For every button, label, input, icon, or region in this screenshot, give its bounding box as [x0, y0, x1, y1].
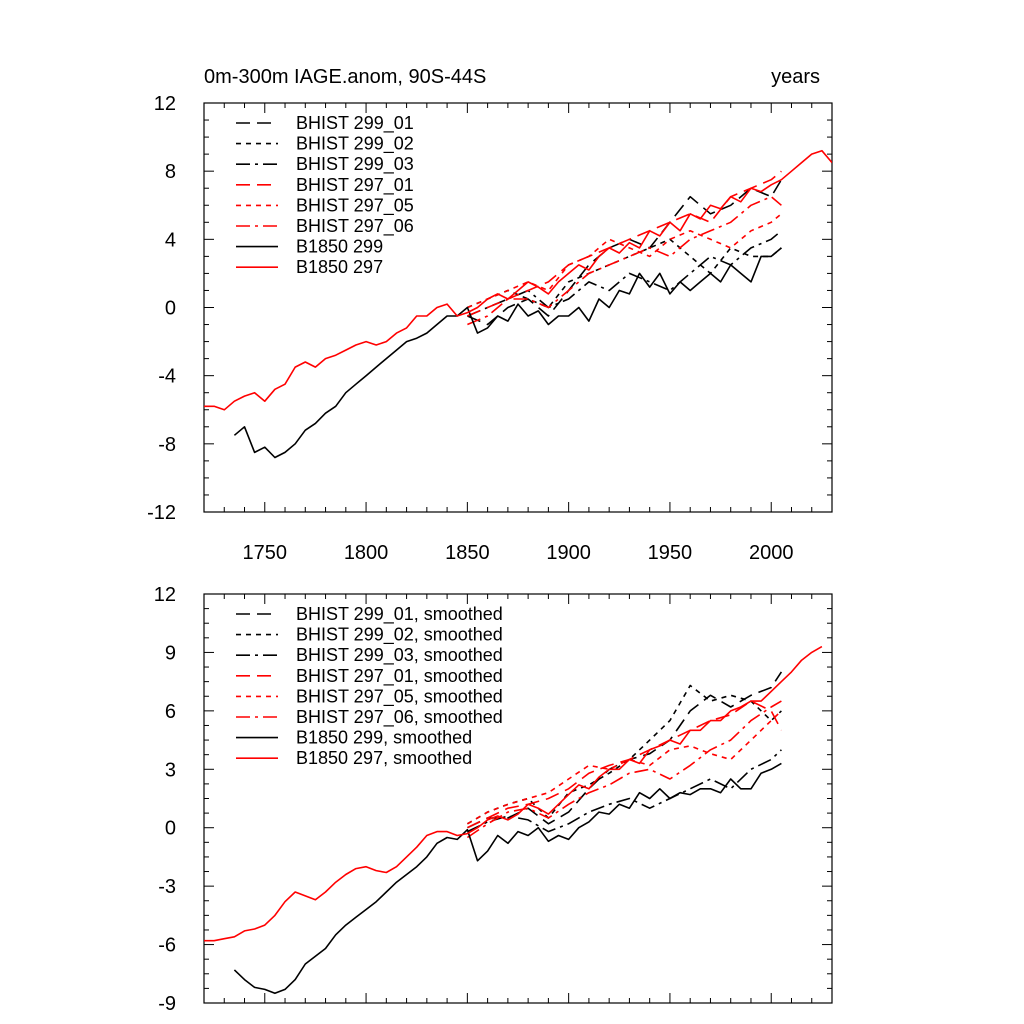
series-line-bhist-299-01-smoothed: [467, 671, 783, 829]
y-tick-label: -3: [158, 876, 176, 898]
legend-label: BHIST 299_03: [296, 154, 414, 175]
x-tick-label: 2000: [749, 542, 794, 564]
y-tick-label: 8: [165, 161, 176, 183]
legend-label: BHIST 297_05: [296, 195, 414, 216]
y-tick-label: 12: [154, 93, 176, 115]
chart-title: 0m-300m IAGE.anom, 90S-44S: [204, 66, 486, 88]
y-tick-label: 0: [165, 818, 176, 840]
legend-label: BHIST 297_01, smoothed: [296, 666, 503, 687]
series-line-bhist-299-03-smoothed: [467, 749, 782, 833]
legend-label: BHIST 297_06: [296, 216, 414, 237]
y-tick-label: 12: [154, 584, 176, 606]
y-tick-label: 9: [165, 642, 176, 664]
y-tick-label: 3: [165, 759, 176, 781]
legend-label: BHIST 299_01, smoothed: [296, 604, 503, 625]
y-tick-label: -6: [158, 935, 176, 957]
y-tick-label: 4: [165, 229, 176, 251]
y-tick-label: -12: [147, 502, 176, 524]
series-group: [204, 149, 832, 459]
series-line-bhist-299-01: [467, 179, 783, 326]
legend-label: BHIST 299_02, smoothed: [296, 625, 503, 646]
legend-label: B1850 299: [296, 237, 383, 257]
series-line-bhist-299-02: [467, 238, 782, 309]
legend-label: BHIST 299_03, smoothed: [296, 645, 503, 666]
series-group: [204, 645, 823, 995]
x-tick-label: 1950: [648, 542, 693, 564]
legend-label: BHIST 299_01: [296, 113, 414, 134]
legend-label: BHIST 299_02: [296, 134, 414, 155]
y-tick-label: -8: [158, 434, 176, 456]
top-chart-panel: 0m-300m IAGE.anom, 90S-44S years -12 -8 -4…: [147, 66, 833, 564]
series-line-b1850-297-smoothed: [204, 645, 823, 942]
x-tick-label: 1900: [546, 542, 591, 564]
series-line-bhist-299-03: [467, 230, 782, 317]
legend-label: B1850 297: [296, 257, 383, 277]
series-line-b1850-299-smoothed: [233, 762, 782, 995]
x-tick-label: 1750: [243, 542, 288, 564]
legend-label: BHIST 297_06, smoothed: [296, 707, 503, 728]
x-tick-label: 1800: [344, 542, 389, 564]
y-tick-label: 6: [165, 701, 176, 723]
legend-label: BHIST 297_05, smoothed: [296, 686, 503, 707]
legend-label: BHIST 297_01: [296, 175, 414, 196]
series-line-bhist-297-06: [467, 195, 782, 326]
series-line-bhist-297-05: [467, 213, 782, 309]
y-tick-label: -4: [158, 366, 176, 388]
legend-label: B1850 297, smoothed: [296, 748, 472, 768]
y-tick-label: -9: [158, 993, 176, 1015]
series-line-bhist-297-06-smoothed: [466, 700, 782, 839]
legend-label: B1850 299, smoothed: [296, 728, 472, 748]
series-line-b1850-297: [204, 149, 832, 411]
chart-units-label: years: [771, 66, 820, 88]
x-tick-label: 1850: [445, 542, 490, 564]
series-line-b1850-299: [233, 247, 782, 459]
series-line-bhist-297-01: [467, 170, 782, 317]
y-tick-label: 0: [165, 298, 176, 320]
